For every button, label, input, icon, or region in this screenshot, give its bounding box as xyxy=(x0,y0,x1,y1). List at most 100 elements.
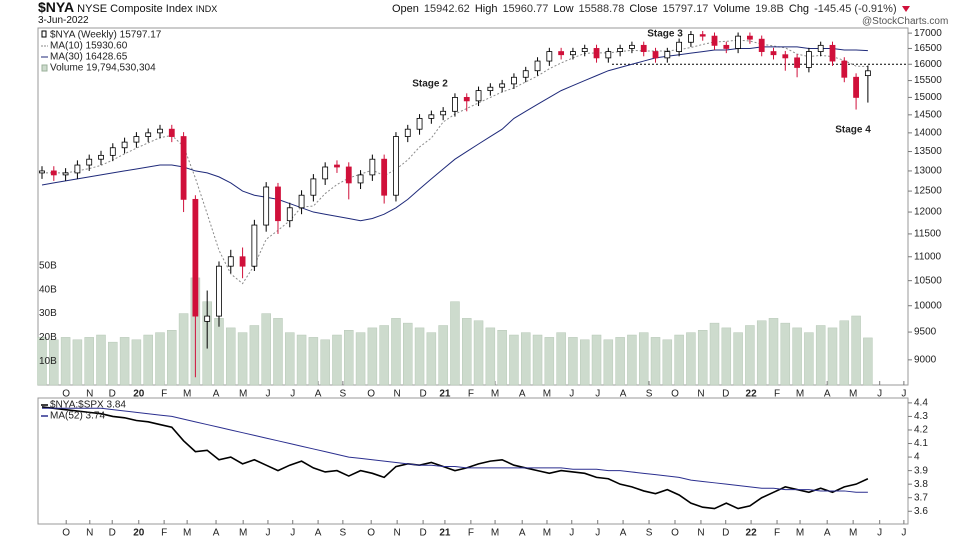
volume-bar xyxy=(697,330,708,386)
x-tick-label: D xyxy=(722,528,729,539)
candle-body xyxy=(546,51,553,62)
candle-body xyxy=(204,315,211,322)
x-tick-label: F xyxy=(161,389,167,400)
candle-body xyxy=(263,186,270,226)
volume-bar xyxy=(355,332,366,386)
candle-body xyxy=(664,51,671,59)
volume-tick-label: 40B xyxy=(39,284,57,295)
volume-bar xyxy=(108,341,118,386)
header-title: $NYA NYSE Composite Index INDX xyxy=(38,0,217,16)
x-tick-label: J xyxy=(290,389,295,400)
quote-label: High xyxy=(474,3,498,15)
y-tick-label: 11000 xyxy=(914,251,942,262)
candle-body xyxy=(676,41,683,52)
candle-body xyxy=(381,158,388,196)
volume-bar xyxy=(49,339,59,386)
volume-bar xyxy=(780,322,791,386)
candle-body xyxy=(629,44,635,49)
y-tick-label: 4.2 xyxy=(914,425,928,436)
volume-bar xyxy=(167,330,177,386)
quote-value: 15588.78 xyxy=(578,3,625,15)
y-tick-label: 13500 xyxy=(914,146,942,157)
volume-bar xyxy=(863,337,873,386)
panel-frame xyxy=(37,397,909,525)
candle-body xyxy=(853,76,859,98)
x-tick-label: J xyxy=(877,528,882,539)
volume-bar xyxy=(591,334,602,386)
x-tick-label: A xyxy=(620,389,627,400)
candle-body xyxy=(251,224,258,267)
y-tick-label: 12500 xyxy=(914,186,942,197)
x-tick-label: N xyxy=(697,528,704,539)
volume-bar xyxy=(745,325,755,386)
candle-body xyxy=(428,114,435,119)
volume-bar xyxy=(733,332,743,386)
candle-body xyxy=(640,44,647,52)
quote-value: 15960.77 xyxy=(502,3,549,15)
volume-bar xyxy=(403,322,413,386)
volume-bar xyxy=(60,337,71,386)
volume-bar xyxy=(603,339,614,386)
volume-bar xyxy=(84,337,94,386)
x-tick-label: F xyxy=(774,389,780,400)
y-tick-label: 14500 xyxy=(914,109,942,120)
quote-value: 19.8B xyxy=(755,3,784,15)
source: @StockCharts.com xyxy=(862,16,949,27)
volume-bar xyxy=(627,334,637,386)
legend-label: $NYA:$SPX 3.84 xyxy=(50,400,126,411)
x-tick-label: F xyxy=(774,528,780,539)
x-tick-label: M xyxy=(183,528,191,539)
volume-bar xyxy=(674,334,684,386)
candle-body xyxy=(404,128,411,137)
x-tick-label: N xyxy=(697,389,704,400)
quote-label: Open xyxy=(392,3,419,15)
candle-body xyxy=(864,70,871,77)
x-tick-label: M xyxy=(239,528,247,539)
quote-label: Volume xyxy=(713,3,751,15)
x-tick-label: 21 xyxy=(439,389,451,400)
y-tick-label: 3.7 xyxy=(914,492,928,503)
volume-bar xyxy=(461,318,472,386)
x-tick-label: N xyxy=(394,528,401,539)
quote-value: 15942.62 xyxy=(423,3,470,15)
volume-bar xyxy=(686,332,696,386)
volume-bar xyxy=(285,332,295,386)
x-tick-label: J xyxy=(290,528,295,539)
volume-bar xyxy=(214,318,224,386)
volume-bar xyxy=(249,325,260,386)
candle-body xyxy=(558,51,565,56)
x-tick-label: F xyxy=(468,389,474,400)
series-line xyxy=(41,46,868,222)
volume-bar xyxy=(155,332,165,386)
volume-bar xyxy=(414,327,425,386)
volume-bar xyxy=(615,337,625,386)
volume-bar xyxy=(320,339,330,386)
candle-body xyxy=(369,158,376,176)
volume-bar xyxy=(662,339,673,386)
candle-body xyxy=(617,48,624,52)
volume-bar xyxy=(756,320,767,386)
candle-body xyxy=(192,198,199,317)
candle-body xyxy=(298,194,305,209)
volume-bar xyxy=(721,327,732,386)
legend-label: MA(10) 15930.60 xyxy=(50,41,128,52)
y-tick-label: 16500 xyxy=(914,43,942,54)
y-tick-label: 4.1 xyxy=(914,438,928,449)
volume-bar xyxy=(332,334,342,386)
volume-bar xyxy=(851,315,861,386)
volume-bar xyxy=(308,337,319,386)
volume-bar xyxy=(450,301,460,386)
legend-candle xyxy=(41,30,47,38)
x-tick-label: S xyxy=(646,389,653,400)
candle-body xyxy=(652,51,659,59)
candle-body xyxy=(74,164,81,174)
y-tick-label: 12000 xyxy=(914,207,942,218)
candle-body xyxy=(440,110,447,116)
x-tick-label: J xyxy=(901,389,906,400)
candle-body xyxy=(841,60,848,78)
legend-label: MA(30) 16428.65 xyxy=(50,52,128,63)
candle-body xyxy=(758,38,765,52)
volume-bar xyxy=(143,334,153,386)
candle-body xyxy=(570,51,576,56)
